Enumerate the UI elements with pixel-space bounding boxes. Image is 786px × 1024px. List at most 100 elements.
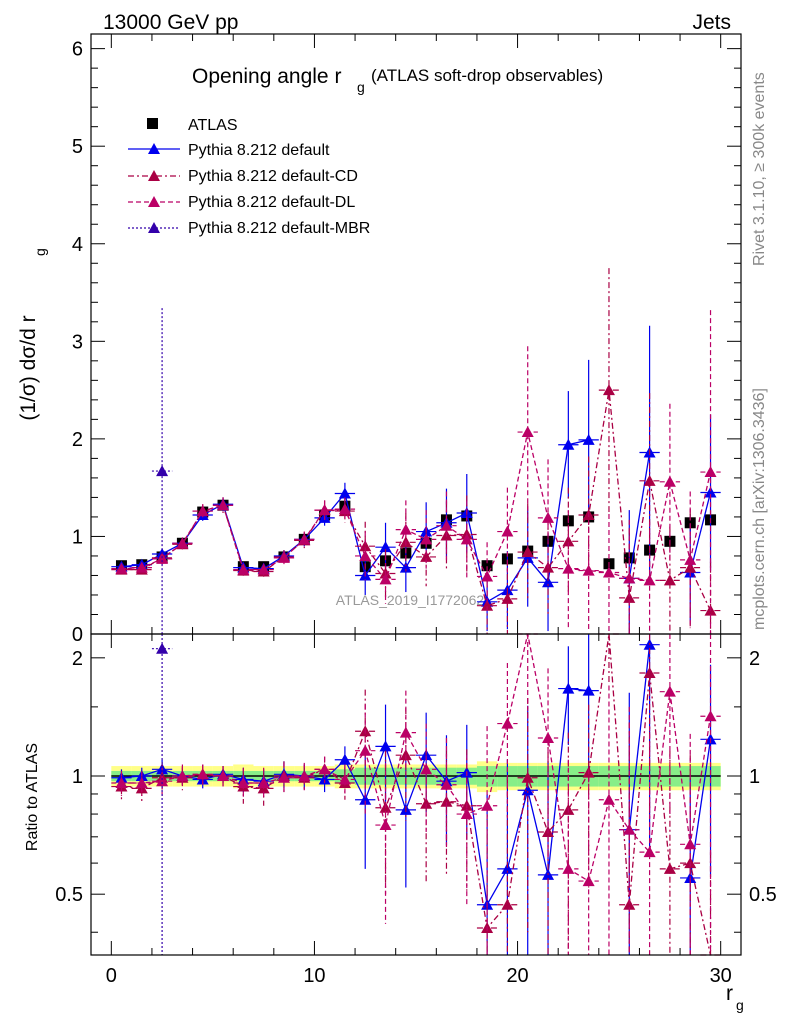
ratio-point-default bbox=[521, 784, 534, 796]
ratio-point-dl bbox=[135, 776, 148, 788]
main-point-dl bbox=[399, 523, 412, 535]
main-point-dl bbox=[704, 466, 717, 478]
main-title: Opening angle r bbox=[192, 65, 341, 88]
ratio-ytick-label: 2 bbox=[72, 648, 83, 670]
main-point-dl bbox=[440, 519, 453, 531]
ratio-point-default bbox=[359, 793, 372, 805]
ratio-point-mbr bbox=[156, 642, 169, 654]
main-point-dl bbox=[542, 511, 555, 523]
main-point-dl bbox=[602, 566, 615, 578]
ratio-point-cd bbox=[501, 898, 514, 910]
ratio-frame bbox=[90, 633, 742, 956]
main-point-dl bbox=[562, 562, 575, 574]
ratio-xtick-label: 0 bbox=[106, 965, 117, 987]
header-left-label: 13000 GeV pp bbox=[103, 11, 238, 34]
ratio-xtick-label: 10 bbox=[303, 965, 325, 987]
main-point-dl bbox=[501, 525, 514, 537]
main-point-cd bbox=[623, 591, 636, 603]
main-point-cd bbox=[663, 574, 676, 586]
ratio-point-dl bbox=[562, 862, 575, 874]
ratio-point-dl bbox=[420, 763, 433, 775]
main-point-dl bbox=[338, 503, 351, 515]
main-point-dl bbox=[663, 475, 676, 487]
ratio-point-cd bbox=[643, 666, 656, 678]
ratio-point-dl bbox=[643, 846, 656, 858]
main-point-dl bbox=[582, 564, 595, 576]
main-point-cd bbox=[420, 550, 433, 562]
ratio-point-dl bbox=[481, 799, 494, 811]
main-point-default bbox=[379, 541, 392, 553]
main-point-default bbox=[562, 438, 575, 450]
ratio-xlabel-subscript: g bbox=[736, 997, 744, 1013]
main-ytick-label: 0 bbox=[72, 624, 83, 646]
main-line-default bbox=[628, 452, 651, 579]
legend-marker-atlas bbox=[147, 118, 158, 129]
ratio-point-dl bbox=[460, 808, 473, 820]
main-point-dl bbox=[135, 561, 148, 573]
main-point-dl bbox=[521, 426, 534, 438]
ratio-point-cd bbox=[440, 795, 453, 807]
ratio-point-cd bbox=[663, 862, 676, 874]
main-point-mbr bbox=[156, 465, 169, 477]
ratio-point-dl bbox=[663, 685, 676, 697]
legend-label-atlas: ATLAS bbox=[188, 117, 238, 134]
ratio-point-dl bbox=[501, 717, 514, 729]
main-point-cd bbox=[643, 474, 656, 486]
ratio-ytick-label-right: 0.5 bbox=[749, 884, 777, 906]
ratio-point-cd bbox=[521, 771, 534, 783]
ratio-point-dl bbox=[623, 823, 636, 835]
watermark-label: ATLAS_2019_I1772062 bbox=[336, 592, 485, 608]
ratio-point-default bbox=[501, 862, 514, 874]
ratio-point-dl bbox=[602, 793, 615, 805]
ratio-point-dl bbox=[298, 770, 311, 782]
main-ytick-label: 3 bbox=[72, 331, 83, 353]
legend-label-dl: Pythia 8.212 default-DL bbox=[188, 194, 355, 211]
main-line-cd bbox=[121, 389, 712, 611]
legend-label-default: Pythia 8.212 default bbox=[188, 142, 330, 159]
main-point-dl bbox=[217, 499, 230, 511]
ratio-point-dl bbox=[237, 776, 250, 788]
ratio-point-default bbox=[562, 682, 575, 694]
main-point-dl bbox=[684, 553, 697, 565]
main-point-cd bbox=[602, 384, 615, 396]
ratio-point-dl bbox=[217, 770, 230, 782]
header-right-label: Jets bbox=[692, 11, 731, 34]
ratio-point-default bbox=[582, 684, 595, 696]
ratio-panel-data bbox=[111, 633, 721, 956]
main-point-default bbox=[542, 576, 555, 588]
main-ytick-label: 2 bbox=[72, 429, 83, 451]
main-point-default bbox=[704, 486, 717, 498]
main-title-text: Opening angle r bbox=[192, 65, 341, 88]
ratio-point-default bbox=[338, 753, 351, 765]
ratio-point-dl bbox=[399, 726, 412, 738]
ratio-point-dl bbox=[684, 838, 697, 850]
main-point-dl bbox=[420, 533, 433, 545]
legend-label-cd: Pythia 8.212 default-CD bbox=[188, 168, 358, 185]
main-point-dl bbox=[298, 533, 311, 545]
ratio-xtick-label: 30 bbox=[710, 965, 732, 987]
main-point-dl bbox=[460, 533, 473, 545]
main-point-default bbox=[582, 433, 595, 445]
ratio-point-dl bbox=[176, 770, 189, 782]
main-point-dl bbox=[156, 552, 169, 564]
main-point-dl bbox=[318, 504, 331, 516]
main-ylabel: (1/σ) dσ/d r bbox=[17, 315, 40, 420]
ratio-ylabel: Ratio to ATLAS bbox=[24, 743, 41, 851]
main-title-subscript: g bbox=[357, 79, 365, 95]
ratio-panel-axes: 0.5 0.51 12 20 10 20 30 bbox=[55, 633, 777, 987]
ratio-xlabel: r bbox=[726, 982, 733, 1005]
ratio-point-dl bbox=[115, 776, 128, 788]
ratio-point-dl bbox=[542, 731, 555, 743]
ratio-point-dl bbox=[156, 775, 169, 787]
ratio-point-dl bbox=[582, 875, 595, 887]
ratio-point-dl bbox=[440, 778, 453, 790]
main-point-atlas bbox=[481, 560, 493, 572]
ratio-line-default bbox=[689, 739, 712, 878]
ratio-point-dl bbox=[359, 744, 372, 756]
main-point-dl bbox=[481, 570, 494, 582]
legend: ATLAS Pythia 8.212 default Pythia 8.212 … bbox=[128, 117, 370, 237]
legend-marker-mbr bbox=[148, 222, 160, 233]
main-point-dl bbox=[257, 563, 270, 575]
main-point-default bbox=[338, 487, 351, 499]
